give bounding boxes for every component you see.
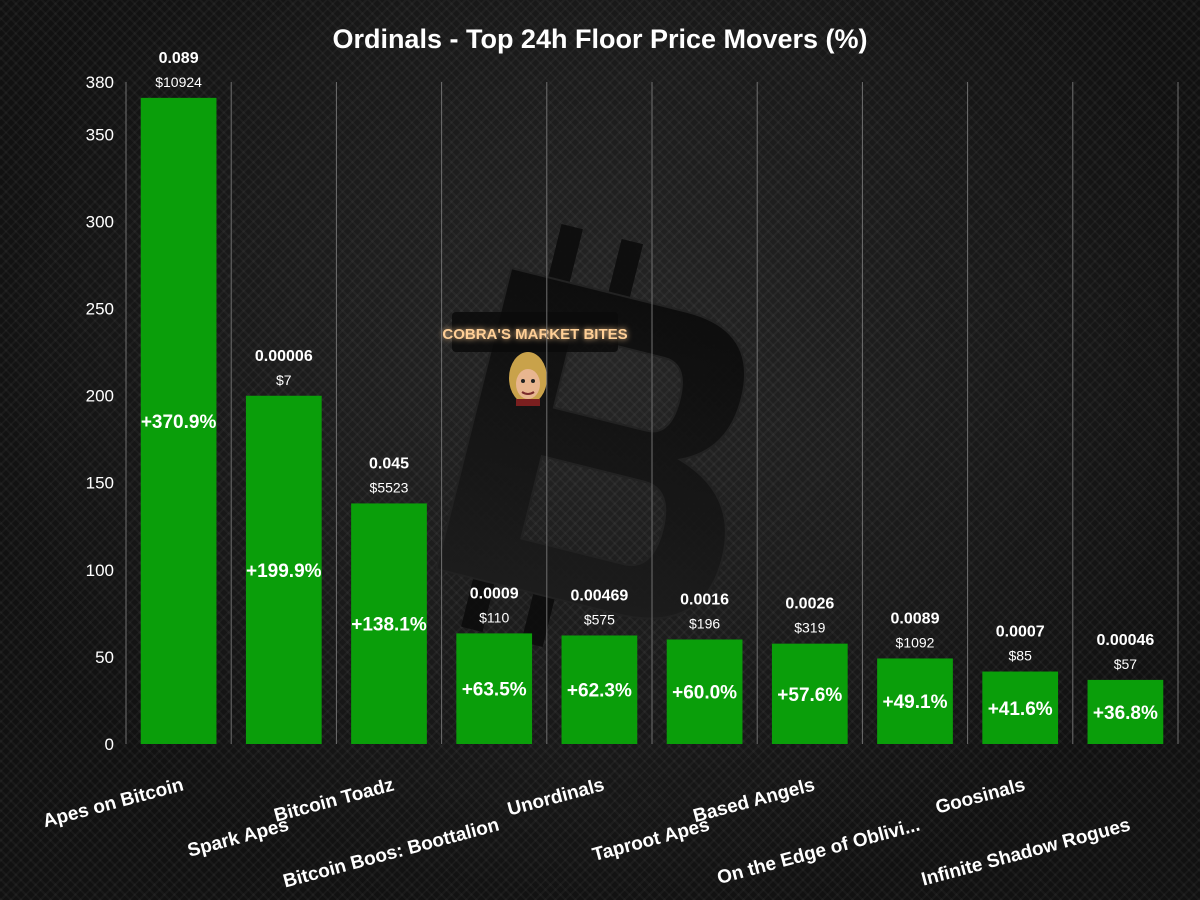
bar	[771, 643, 848, 744]
y-tick-label: 150	[86, 474, 114, 493]
value-label: +36.8%	[1093, 703, 1158, 724]
value-label: +49.1%	[883, 692, 948, 713]
bar	[351, 503, 427, 744]
btc-price-label: 0.0009	[470, 585, 519, 602]
y-tick-label: 250	[86, 299, 114, 318]
usd-price-label: $1092	[896, 634, 935, 650]
y-tick-label: 350	[86, 125, 114, 144]
x-tick-label: Unordinals	[505, 775, 606, 821]
bitcoin-logo-icon	[435, 223, 747, 647]
bar	[140, 97, 217, 745]
btc-price-label: 0.00046	[1096, 632, 1154, 649]
value-label: +138.1%	[351, 615, 427, 636]
usd-price-label: $196	[689, 615, 720, 631]
value-label: +370.9%	[141, 412, 217, 433]
cartoon-face-icon	[509, 352, 547, 406]
usd-price-label: $575	[584, 611, 615, 627]
watermark-text: COBRA'S MARKET BITES	[442, 326, 627, 343]
bar	[982, 671, 1059, 744]
btc-price-label: 0.0007	[996, 624, 1045, 641]
y-axis: 0 50 100 150 200 250 300 350 380	[86, 73, 114, 754]
x-tick-label: Apes on Bitcoin	[41, 775, 186, 833]
usd-price-label: $319	[794, 620, 825, 636]
x-tick-label: On the Edge of Oblivi...	[715, 815, 922, 889]
btc-price-label: 0.089	[159, 50, 199, 67]
y-tick-label: 200	[86, 387, 114, 406]
btc-price-label: 0.00469	[570, 587, 628, 604]
y-tick-label: 300	[86, 212, 114, 231]
bar	[561, 635, 638, 744]
bar	[456, 633, 533, 744]
btc-price-label: 0.045	[369, 455, 409, 472]
bar	[666, 639, 743, 744]
x-tick-label: Taproot Apes	[590, 815, 712, 866]
bar	[245, 395, 322, 744]
btc-price-label: 0.0026	[785, 596, 834, 613]
x-tick-label: Based Angels	[691, 775, 817, 828]
y-tick-label: 100	[86, 561, 114, 580]
usd-price-label: $110	[479, 609, 509, 625]
x-tick-label: Infinite Shadow Rogues	[919, 815, 1132, 891]
x-tick-label: Bitcoin Toadz	[272, 775, 396, 827]
bar	[877, 658, 953, 744]
value-label: +63.5%	[462, 680, 527, 701]
bar-labels: +370.9% 0.089 $10924 +199.9% 0.00006 $7 +138.1…	[141, 50, 1158, 724]
gridlines	[125, 82, 1179, 744]
usd-price-label: $10924	[155, 74, 202, 90]
value-label: +41.6%	[988, 699, 1053, 720]
usd-price-label: $57	[1114, 656, 1138, 672]
value-label: +62.3%	[567, 681, 632, 702]
btc-price-label: 0.0089	[891, 610, 940, 627]
chart-title: Ordinals - Top 24h Floor Price Movers (%…	[332, 24, 867, 54]
y-tick-label: 0	[105, 735, 114, 754]
btc-price-label: 0.00006	[255, 348, 313, 365]
x-tick-label: Bitcoin Boos: Boottalion	[281, 815, 502, 893]
usd-price-label: $7	[276, 372, 292, 388]
watermark: COBRA'S MARKET BITES	[435, 223, 747, 647]
value-label: +199.9%	[246, 561, 322, 582]
usd-price-label: $5523	[370, 479, 409, 495]
bars	[140, 97, 1164, 745]
x-tick-label: Goosinals	[933, 775, 1027, 819]
btc-price-label: 0.0016	[680, 591, 729, 608]
value-label: +60.0%	[672, 683, 737, 704]
value-label: +57.6%	[777, 685, 842, 706]
y-tick-label: 380	[86, 73, 114, 92]
usd-price-label: $85	[1009, 648, 1033, 664]
bar	[1087, 679, 1164, 744]
y-tick-label: 50	[95, 648, 114, 667]
